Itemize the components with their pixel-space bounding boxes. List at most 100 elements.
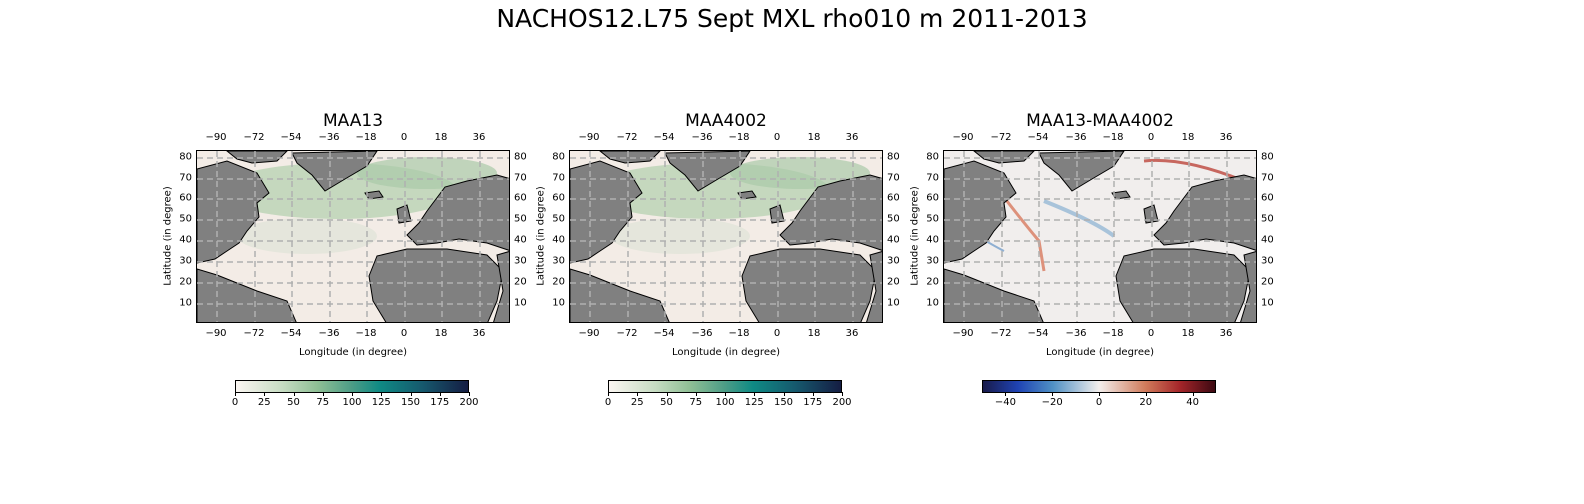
colorbar-tick-mark bbox=[264, 392, 266, 396]
colorbar-tick-label: 0 bbox=[1095, 397, 1103, 408]
lat-tick-label-left: 40 bbox=[179, 234, 192, 246]
lat-tick-label-left: 50 bbox=[179, 213, 192, 225]
lat-tick-label-right: 30 bbox=[1261, 255, 1274, 267]
colorbar-tick-label: 75 bbox=[689, 397, 703, 408]
land-europe bbox=[1153, 174, 1256, 251]
land-north-america bbox=[944, 160, 1017, 264]
lon-tick-label-top: 36 bbox=[1219, 132, 1233, 143]
lon-tick-label-top: −36 bbox=[1065, 132, 1087, 143]
colorbar-tick-label: 40 bbox=[1186, 397, 1199, 408]
lon-tick-label-top: 18 bbox=[807, 132, 821, 143]
lon-tick-label-top: −18 bbox=[355, 132, 377, 143]
y-axis-label: Latitude (in degree) bbox=[909, 186, 921, 286]
panel-title: MAA4002 bbox=[685, 111, 767, 131]
mid-mld-region bbox=[237, 218, 377, 254]
lon-tick-label-bottom: 0 bbox=[773, 328, 781, 339]
lat-tick-label-left: 80 bbox=[926, 151, 939, 163]
lon-tick-label-bottom: −18 bbox=[728, 328, 750, 339]
lat-tick-label-right: 70 bbox=[514, 172, 527, 184]
lat-tick-label-right: 10 bbox=[887, 297, 900, 309]
lat-tick-label-left: 10 bbox=[926, 297, 939, 309]
lat-tick-label-right: 20 bbox=[887, 276, 900, 288]
colorbar-tick-mark bbox=[1192, 392, 1194, 396]
lon-tick-label-bottom: 36 bbox=[472, 328, 486, 339]
lat-tick-label-right: 80 bbox=[1261, 151, 1274, 163]
lon-tick-label-top: 0 bbox=[1147, 132, 1155, 143]
colorbar-tick-mark bbox=[293, 392, 295, 396]
lat-tick-label-right: 80 bbox=[887, 151, 900, 163]
lat-tick-label-left: 20 bbox=[926, 276, 939, 288]
lon-tick-label-bottom: −90 bbox=[205, 328, 227, 339]
lon-tick-label-bottom: 0 bbox=[1147, 328, 1155, 339]
lat-tick-label-left: 80 bbox=[552, 151, 565, 163]
colorbar-tick-label: 25 bbox=[630, 397, 644, 408]
lat-tick-label-left: 20 bbox=[552, 276, 565, 288]
land-middle-east bbox=[493, 251, 509, 322]
lon-tick-label-top: 36 bbox=[472, 132, 486, 143]
colorbar-tick-mark bbox=[754, 392, 756, 396]
lon-tick-label-top: −36 bbox=[691, 132, 713, 143]
land-middle-east bbox=[866, 251, 882, 322]
land-greenland bbox=[664, 151, 751, 192]
colorbar-tick-label: −20 bbox=[1041, 397, 1063, 408]
land-british-isles bbox=[769, 204, 785, 224]
lat-tick-label-right: 30 bbox=[514, 255, 527, 267]
lon-tick-label-bottom: −90 bbox=[952, 328, 974, 339]
land-africa bbox=[741, 248, 877, 322]
lon-tick-label-bottom: −54 bbox=[280, 328, 302, 339]
lat-tick-label-left: 70 bbox=[926, 172, 939, 184]
lat-tick-label-right: 40 bbox=[887, 234, 900, 246]
lat-tick-label-right: 60 bbox=[514, 192, 527, 204]
land-south-america bbox=[570, 268, 670, 322]
land-greenland bbox=[1038, 151, 1125, 192]
land-british-isles bbox=[1143, 204, 1159, 224]
lon-tick-label-bottom: −72 bbox=[616, 328, 638, 339]
lat-tick-label-right: 20 bbox=[514, 276, 527, 288]
colorbar-tick-mark bbox=[1145, 392, 1147, 396]
lat-tick-label-left: 50 bbox=[552, 213, 565, 225]
colorbar-tick-label: 150 bbox=[400, 397, 421, 408]
colorbar-tick-mark bbox=[235, 392, 236, 396]
lon-tick-label-bottom: 18 bbox=[807, 328, 821, 339]
colorbar-tick-label: 100 bbox=[715, 397, 735, 408]
lon-tick-label-top: 0 bbox=[773, 132, 781, 143]
lat-tick-label-right: 70 bbox=[1261, 172, 1274, 184]
colorbar-tick-label: 175 bbox=[430, 397, 450, 408]
lat-tick-label-right: 40 bbox=[1261, 234, 1274, 246]
lat-tick-label-left: 50 bbox=[926, 213, 939, 225]
colorbar-tick-label: 100 bbox=[342, 397, 362, 408]
lon-tick-label-bottom: 0 bbox=[400, 328, 408, 339]
colorbar-tick-mark bbox=[469, 392, 470, 396]
land-africa bbox=[368, 248, 504, 322]
lon-tick-label-bottom: −90 bbox=[578, 328, 600, 339]
lat-tick-label-right: 30 bbox=[887, 255, 900, 267]
land-arctic-islands bbox=[599, 151, 661, 164]
land-middle-east bbox=[1240, 251, 1256, 322]
lat-tick-label-left: 80 bbox=[179, 151, 192, 163]
lat-tick-label-left: 60 bbox=[552, 192, 565, 204]
colorbar-tick-label: 125 bbox=[371, 397, 391, 408]
colorbar-tick-label: 200 bbox=[459, 397, 479, 408]
colorbar-tick-mark bbox=[783, 392, 785, 396]
lat-tick-label-right: 60 bbox=[887, 192, 900, 204]
land-north-america bbox=[197, 160, 270, 264]
lon-tick-label-bottom: −54 bbox=[1027, 328, 1049, 339]
lon-tick-label-bottom: −18 bbox=[355, 328, 377, 339]
lon-tick-label-bottom: −72 bbox=[243, 328, 265, 339]
colorbar-tick-label: 200 bbox=[832, 397, 852, 408]
colorbar-tick-label: 0 bbox=[231, 397, 239, 408]
lon-tick-label-bottom: −18 bbox=[1102, 328, 1124, 339]
lat-tick-label-left: 40 bbox=[926, 234, 939, 246]
lat-tick-label-left: 40 bbox=[552, 234, 565, 246]
lat-tick-label-left: 70 bbox=[552, 172, 565, 184]
colorbar-tick-label: 175 bbox=[803, 397, 823, 408]
map-panel bbox=[943, 150, 1257, 323]
lon-tick-label-top: −54 bbox=[280, 132, 302, 143]
land-arctic-islands bbox=[226, 151, 288, 164]
lat-tick-label-right: 10 bbox=[1261, 297, 1274, 309]
lon-tick-label-top: −36 bbox=[318, 132, 340, 143]
colorbar-tick-label: 0 bbox=[604, 397, 612, 408]
mid-mld-region bbox=[610, 218, 750, 254]
high-mld-region bbox=[730, 157, 870, 189]
lat-tick-label-right: 50 bbox=[887, 213, 900, 225]
